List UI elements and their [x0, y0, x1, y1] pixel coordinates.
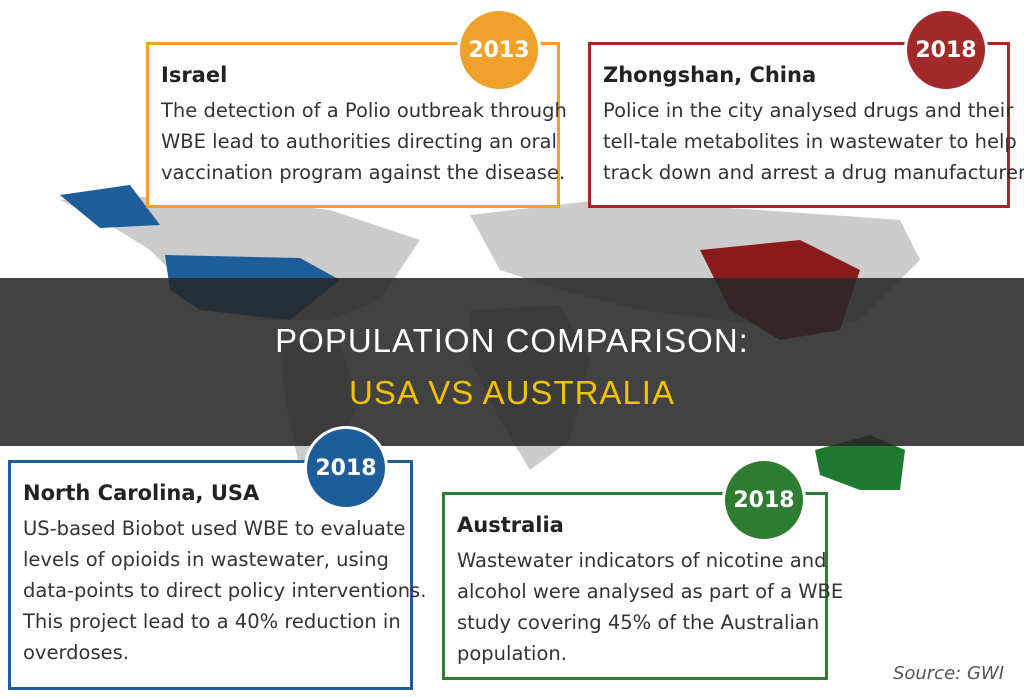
card: Israel The detection of a Polio outbreak…: [146, 42, 567, 208]
year-badge: 2018: [722, 458, 806, 542]
card-title: Israel: [161, 63, 228, 87]
year-badge: 2013: [457, 8, 541, 92]
body-line: WBE lead to authorities directing an ora…: [161, 130, 557, 153]
source: Source: GWI: [892, 663, 1004, 684]
card-title: Australia: [457, 513, 564, 537]
card-title: North Carolina, USA: [23, 481, 260, 505]
australia-highlight: [815, 435, 905, 490]
body-line: US-based Biobot used WBE to evaluate: [23, 517, 406, 540]
alaska-highlight: [60, 185, 160, 228]
card-body: US-based Biobot used WBE to evaluate leve…: [23, 513, 427, 668]
body-line: The detection of a Polio outbreak throug…: [161, 99, 567, 122]
banner-line: USA VS AUSTRALIA: [349, 374, 675, 411]
banner-line: POPULATION COMPARISON:: [275, 322, 749, 359]
body-line: vaccination program against the disease.: [161, 161, 566, 184]
body-line: data-points to direct policy interventio…: [23, 579, 427, 602]
body-line: tell-tale metabolites in wastewater to h…: [603, 130, 1017, 153]
body-line: levels of opioids in wastewater, using: [23, 548, 389, 571]
body-line: Police in the city analysed drugs and th…: [603, 99, 1014, 122]
body-line: track down and arrest a drug manufacture…: [603, 161, 1024, 184]
body-line: population.: [457, 642, 567, 665]
body-line: study covering 45% of the Australian: [457, 611, 820, 634]
year-badge: 2018: [904, 8, 988, 92]
banner: POPULATION COMPARISON: USA VS AUSTRALIA: [0, 278, 1024, 446]
body-line: alcohol were analysed as part of a WBE: [457, 580, 844, 603]
body-line: overdoses.: [23, 641, 129, 664]
card-body: The detection of a Polio outbreak throug…: [161, 95, 567, 188]
body-line: This project lead to a 40% reduction in: [23, 610, 401, 633]
card-title: Zhongshan, China: [603, 63, 817, 87]
card-body: Police in the city analysed drugs and th…: [603, 95, 1024, 188]
body-line: Wastewater indicators of nicotine and: [457, 549, 827, 572]
year-badge: 2018: [304, 426, 388, 510]
card-body: Wastewater indicators of nicotine and alc…: [457, 545, 844, 669]
